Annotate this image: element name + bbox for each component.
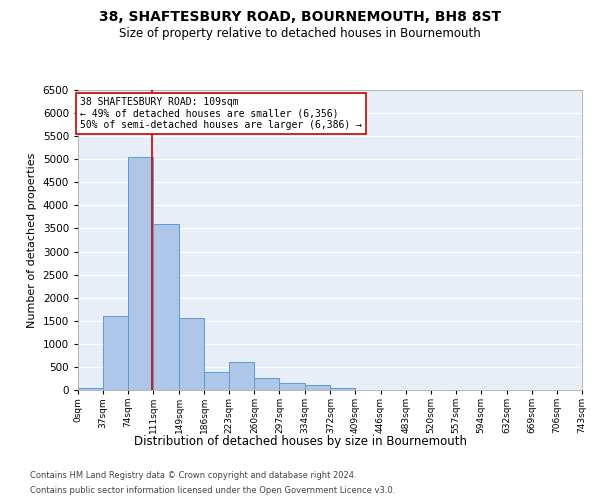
Bar [254,378,280,390]
Bar [179,318,204,390]
Bar [204,372,229,390]
Bar [128,157,153,390]
Bar [229,362,254,390]
Bar [305,386,331,390]
Text: Contains HM Land Registry data © Crown copyright and database right 2024.: Contains HM Land Registry data © Crown c… [30,471,356,480]
Bar [78,388,103,390]
Text: 38, SHAFTESBURY ROAD, BOURNEMOUTH, BH8 8ST: 38, SHAFTESBURY ROAD, BOURNEMOUTH, BH8 8… [99,10,501,24]
Text: Distribution of detached houses by size in Bournemouth: Distribution of detached houses by size … [133,435,467,448]
Bar [103,316,128,390]
Bar [280,383,305,390]
Y-axis label: Number of detached properties: Number of detached properties [27,152,37,328]
Text: Size of property relative to detached houses in Bournemouth: Size of property relative to detached ho… [119,28,481,40]
Text: 38 SHAFTESBURY ROAD: 109sqm
← 49% of detached houses are smaller (6,356)
50% of : 38 SHAFTESBURY ROAD: 109sqm ← 49% of det… [80,97,362,130]
Bar [153,224,179,390]
Text: Contains public sector information licensed under the Open Government Licence v3: Contains public sector information licen… [30,486,395,495]
Bar [331,388,355,390]
